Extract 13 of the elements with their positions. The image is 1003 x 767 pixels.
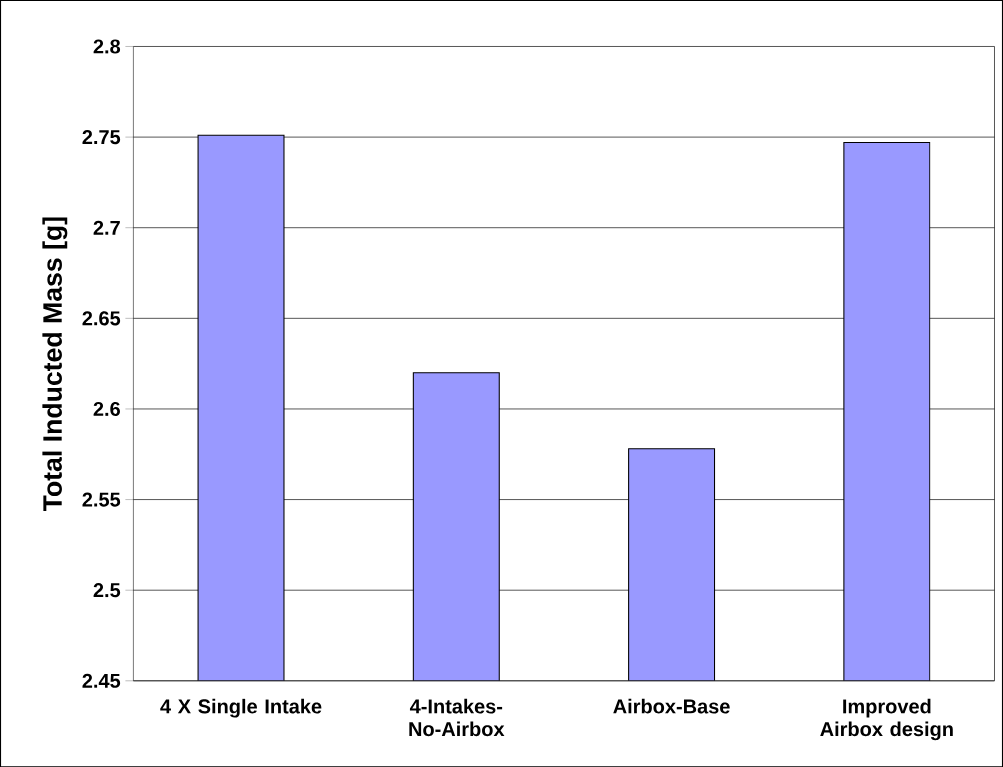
x-tick-label: 4 X Single Intake bbox=[160, 698, 322, 718]
y-tick-label: 2.45 bbox=[82, 673, 121, 688]
x-tick-label: Improved Airbox design bbox=[820, 698, 953, 741]
y-tick-label: 2.65 bbox=[82, 311, 121, 326]
y-tick-label: 2.75 bbox=[82, 129, 121, 145]
y-tick-label: 2.8 bbox=[93, 39, 121, 54]
x-tick-label: Airbox-Base bbox=[613, 698, 730, 714]
y-tick-label: 2.7 bbox=[93, 220, 120, 235]
y-axis-title: Total Inducted Mass [g] bbox=[42, 217, 68, 511]
y-tick-label: 2.6 bbox=[93, 401, 120, 416]
x-tick-label: 4-Intakes-No-Airbox bbox=[409, 698, 505, 737]
y-tick-label: 2.5 bbox=[93, 582, 121, 598]
y-tick-label: 2.55 bbox=[82, 492, 121, 507]
